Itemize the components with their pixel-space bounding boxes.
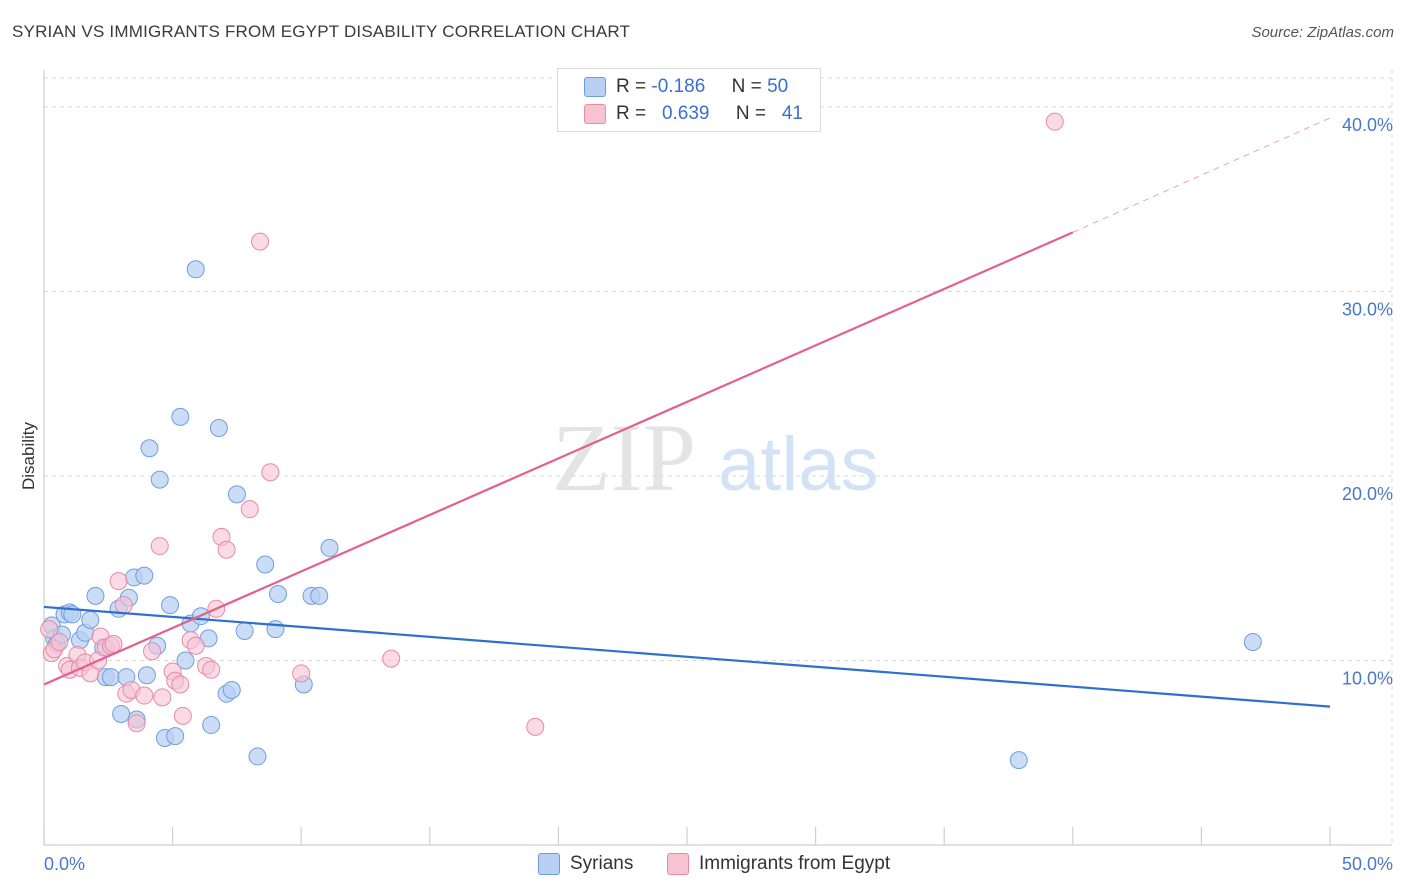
data-point-syrians xyxy=(150,470,169,489)
data-point-egypt xyxy=(1045,112,1064,131)
data-point-syrians xyxy=(235,621,254,640)
data-point-egypt xyxy=(135,686,154,705)
data-point-egypt xyxy=(261,463,280,482)
data-point-syrians xyxy=(166,727,185,746)
data-point-syrians xyxy=(1243,633,1262,652)
legend-swatch-egypt xyxy=(584,104,606,124)
legend-n-label: N = xyxy=(735,103,767,124)
source-label: Source: ZipAtlas.com xyxy=(1251,24,1394,41)
trend-line-syrians xyxy=(43,605,1331,708)
data-point-syrians xyxy=(320,538,339,557)
data-point-egypt xyxy=(50,633,69,652)
series-syrians xyxy=(42,260,1262,770)
x-tick-label: 0.0% xyxy=(44,854,85,874)
data-point-syrians xyxy=(202,716,221,735)
data-point-syrians xyxy=(176,651,195,670)
watermark-zip: ZIP xyxy=(552,404,696,511)
y-tick-label: 20.0% xyxy=(1342,484,1393,504)
data-point-syrians xyxy=(209,418,228,437)
data-point-egypt xyxy=(173,706,192,725)
x-tick-label: 50.0% xyxy=(1342,854,1393,874)
data-point-syrians xyxy=(161,596,180,615)
data-point-syrians xyxy=(310,586,329,605)
data-point-syrians xyxy=(140,439,159,458)
legend-n-label: N = xyxy=(731,76,762,97)
legend-n-value: 41 xyxy=(781,103,803,124)
legend-label-egypt: Immigrants from Egypt xyxy=(699,853,891,874)
y-tick-label: 40.0% xyxy=(1342,115,1393,135)
legend-swatch-egypt xyxy=(667,853,689,875)
data-point-syrians xyxy=(227,485,246,504)
data-point-egypt xyxy=(104,634,123,653)
data-point-syrians xyxy=(222,681,241,699)
legend-r-value: -0.186 xyxy=(651,76,706,97)
data-point-egypt xyxy=(153,688,172,707)
data-point-egypt xyxy=(292,664,311,683)
data-point-syrians xyxy=(1009,751,1028,770)
data-point-egypt xyxy=(186,636,205,655)
data-point-syrians xyxy=(81,610,100,629)
y-axis-title: Disability xyxy=(19,421,38,490)
data-point-egypt xyxy=(240,500,259,519)
watermark-atlas: atlas xyxy=(718,422,879,507)
series-egypt xyxy=(40,112,1064,736)
data-point-syrians xyxy=(112,704,131,723)
legend-r-label: R = xyxy=(616,76,647,97)
data-point-egypt xyxy=(150,537,169,556)
legend-r-label: R = xyxy=(616,103,647,124)
data-point-syrians xyxy=(101,668,120,687)
axes xyxy=(43,70,1392,846)
legend-swatch-syrians xyxy=(584,77,606,97)
data-point-egypt xyxy=(251,232,270,251)
legend-r-value: 0.639 xyxy=(661,103,710,124)
data-point-egypt xyxy=(114,596,133,615)
data-point-egypt xyxy=(202,660,221,679)
data-point-syrians xyxy=(86,586,105,605)
data-point-syrians xyxy=(171,407,190,426)
legend-n-value: 50 xyxy=(767,76,789,97)
data-point-egypt xyxy=(217,540,236,559)
correlation-legend: R = -0.186 N = 50 R = 0.639 N = 41 xyxy=(557,68,821,132)
trend-line-egypt xyxy=(43,231,1074,686)
y-tick-label: 30.0% xyxy=(1342,299,1393,319)
data-point-syrians xyxy=(266,620,285,639)
data-point-syrians xyxy=(269,585,288,604)
data-point-syrians xyxy=(248,747,267,766)
watermark: ZIP atlas xyxy=(552,404,879,511)
y-tick-label: 10.0% xyxy=(1342,668,1393,688)
data-point-egypt xyxy=(40,620,59,639)
data-point-egypt xyxy=(127,714,146,733)
data-point-syrians xyxy=(135,566,154,585)
data-point-egypt xyxy=(109,572,128,591)
trend-line-egypt xyxy=(1072,117,1331,233)
data-point-egypt xyxy=(171,675,190,694)
data-point-syrians xyxy=(186,260,205,279)
data-point-syrians xyxy=(256,555,275,574)
data-point-egypt xyxy=(143,642,162,661)
data-point-egypt xyxy=(382,649,401,668)
legend-label-syrians: Syrians xyxy=(570,853,634,874)
data-point-syrians xyxy=(137,666,156,685)
trend-lines xyxy=(43,117,1331,708)
chart-title: SYRIAN VS IMMIGRANTS FROM EGYPT DISABILI… xyxy=(12,22,631,41)
legend-swatch-syrians xyxy=(538,853,560,875)
tick-labels: 10.0% 20.0% 30.0% 40.0% 0.0% 50.0% xyxy=(44,115,1393,874)
data-point-egypt xyxy=(526,717,545,736)
